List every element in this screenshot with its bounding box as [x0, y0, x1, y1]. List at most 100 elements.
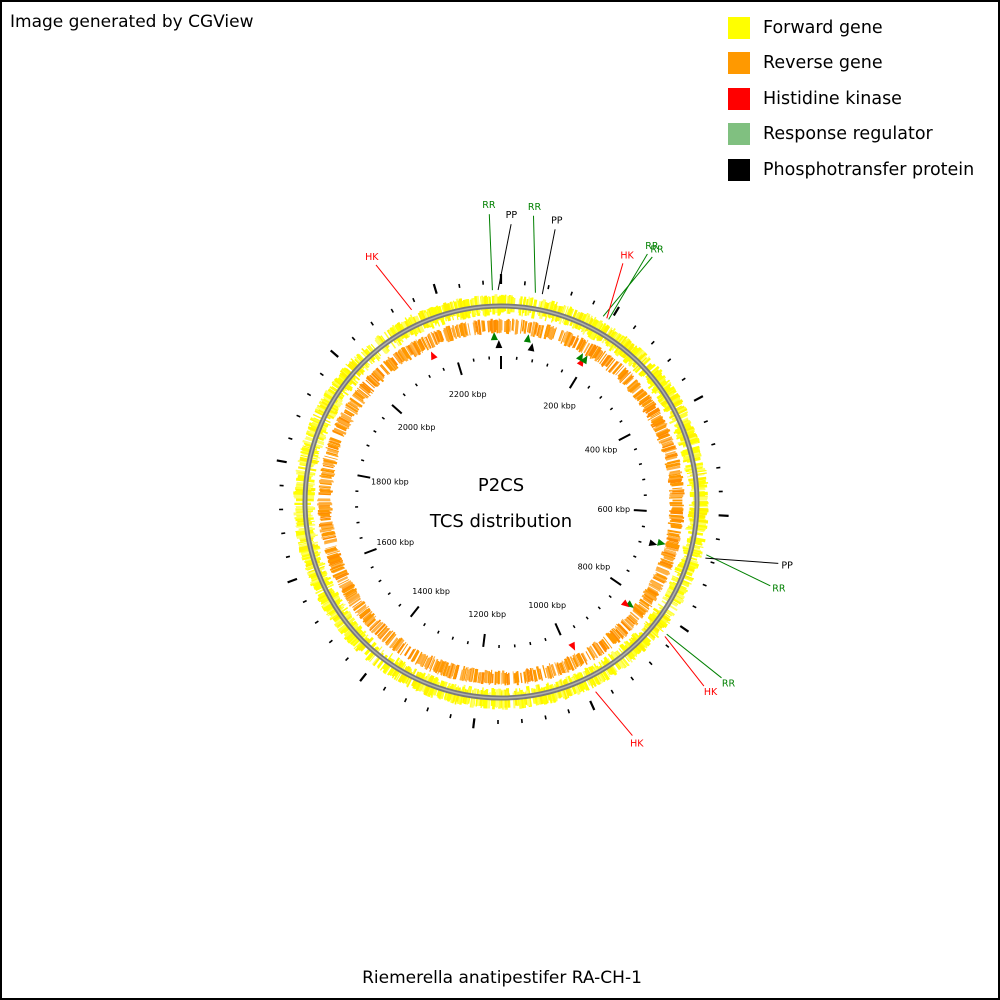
- reverse-gene-mark: [614, 625, 625, 636]
- inner-tick: [587, 385, 591, 389]
- reverse-gene-mark: [366, 617, 376, 627]
- reverse-gene-mark: [466, 669, 471, 681]
- forward-gene-mark: [686, 543, 704, 549]
- reverse-gene-mark: [329, 436, 342, 444]
- reverse-gene-mark: [354, 390, 366, 399]
- reverse-gene-mark: [620, 620, 632, 632]
- reverse-gene-mark: [650, 414, 662, 423]
- reverse-gene-mark: [451, 324, 458, 340]
- reverse-gene-mark: [633, 390, 645, 399]
- reverse-gene-mark: [507, 318, 510, 335]
- reverse-gene-mark: [619, 369, 629, 380]
- outer-tick: [703, 420, 708, 424]
- outer-tick: [612, 306, 620, 317]
- reverse-gene-mark: [660, 438, 674, 445]
- reverse-gene-mark: [347, 594, 361, 605]
- inner-tick: [391, 404, 403, 415]
- reverse-gene-mark: [384, 631, 396, 645]
- reverse-gene-mark: [668, 489, 685, 492]
- reverse-gene-mark: [664, 545, 679, 550]
- outer-tick: [692, 605, 697, 609]
- reverse-gene-mark: [327, 550, 341, 556]
- reverse-gene-mark: [669, 469, 681, 475]
- tcs-callout-label: HK: [704, 687, 718, 698]
- reverse-gene-mark: [572, 657, 579, 668]
- reverse-gene-mark: [318, 522, 333, 527]
- reverse-gene-mark: [463, 323, 469, 336]
- forward-gene-mark: [591, 668, 602, 685]
- genome-backbone: [302, 303, 700, 701]
- reverse-gene-mark: [533, 669, 538, 682]
- reverse-gene-mark: [664, 450, 676, 456]
- reverse-gene-mark: [536, 324, 541, 337]
- inner-tick: [568, 376, 578, 389]
- forward-gene-mark: [469, 689, 474, 708]
- reverse-gene-mark: [527, 322, 532, 333]
- reverse-gene-mark: [463, 667, 468, 681]
- reverse-gene-mark: [617, 369, 628, 381]
- inner-tick: [544, 637, 547, 642]
- reverse-gene-mark: [395, 351, 404, 363]
- reverse-gene-mark: [448, 663, 455, 679]
- reverse-gene-mark: [458, 324, 464, 337]
- reverse-gene-mark: [626, 381, 639, 392]
- reverse-gene-mark: [324, 538, 338, 544]
- reverse-gene-mark: [611, 362, 623, 375]
- reverse-gene-mark: [352, 600, 362, 608]
- reverse-gene-mark: [576, 653, 584, 666]
- reverse-gene-mark: [318, 512, 330, 516]
- reverse-gene-mark: [421, 655, 429, 668]
- reverse-gene-mark: [369, 620, 379, 630]
- reverse-gene-mark: [567, 335, 575, 348]
- reverse-gene-mark: [668, 477, 681, 481]
- tcs-callout-line: [488, 214, 493, 291]
- reverse-gene-mark: [611, 628, 621, 639]
- reverse-gene-mark: [634, 390, 646, 401]
- reverse-gene-mark: [417, 339, 425, 351]
- reverse-gene-mark: [319, 474, 332, 479]
- tcs-feature-markers: [431, 332, 666, 651]
- reverse-gene-mark: [652, 417, 664, 425]
- reverse-gene-mark: [445, 665, 451, 677]
- reverse-gene-mark: [632, 609, 643, 619]
- reverse-gene-mark: [320, 491, 330, 494]
- tcs-callout-line: [541, 229, 556, 295]
- reverse-gene-mark: [523, 671, 527, 684]
- reverse-gene-mark: [432, 332, 439, 346]
- reverse-gene-mark: [427, 334, 435, 348]
- outer-tick: [710, 561, 715, 564]
- outer-tick: [449, 714, 452, 719]
- reverse-gene-mark: [393, 352, 403, 365]
- reverse-gene-mark: [328, 557, 343, 565]
- reverse-gene-mark: [322, 535, 337, 541]
- legend-label: Forward gene: [763, 17, 883, 38]
- reverse-gene-mark: [565, 333, 574, 347]
- reverse-gene-mark: [328, 559, 344, 567]
- legend-label: Response regulator: [763, 124, 933, 145]
- reverse-gene-mark: [563, 658, 571, 671]
- reverse-gene-mark: [654, 424, 667, 432]
- reverse-gene-mark: [667, 535, 681, 540]
- reverse-gene-mark: [325, 549, 339, 555]
- reverse-gene-mark: [352, 601, 366, 612]
- reverse-gene-mark: [320, 468, 335, 474]
- reverse-gene-mark: [539, 668, 544, 681]
- reverse-gene-mark: [575, 654, 583, 667]
- reverse-gene-mark: [337, 576, 349, 583]
- reverse-gene-mark: [429, 659, 436, 672]
- reverse-gene-mark: [535, 666, 542, 680]
- forward-gene-mark: [682, 439, 700, 448]
- reverse-gene-mark: [625, 377, 634, 386]
- reverse-gene-mark: [559, 330, 565, 341]
- reverse-gene-mark: [332, 567, 346, 574]
- reverse-gene-mark: [537, 324, 542, 338]
- reverse-gene-mark: [320, 524, 334, 529]
- outer-tick: [382, 686, 387, 691]
- forward-gene-mark: [677, 573, 694, 581]
- reverse-gene-mark: [638, 601, 650, 610]
- inner-tick: [560, 369, 564, 373]
- tcs-callout-label: HK: [630, 738, 644, 749]
- inner-tick: [366, 444, 370, 447]
- tcs-marker-hk: [431, 351, 438, 361]
- reverse-gene-mark: [356, 605, 370, 617]
